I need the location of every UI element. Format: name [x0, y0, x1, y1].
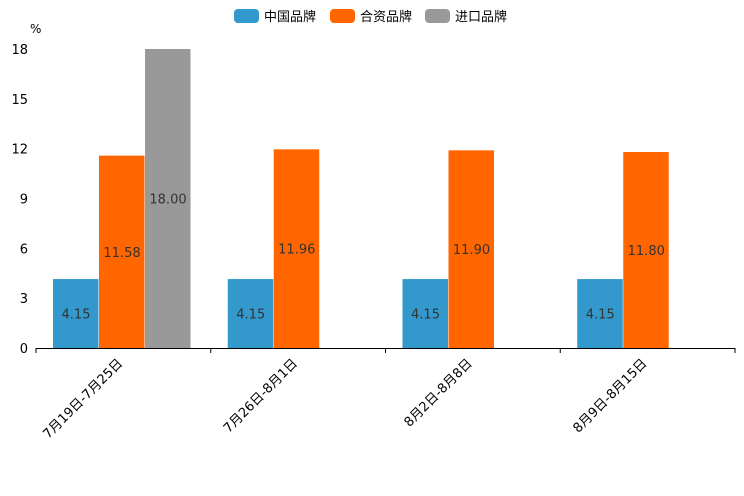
y-tick-label-0: 0	[20, 342, 28, 357]
y-tick-label-2: 6	[20, 242, 28, 257]
bar-value-label-s1-c1: 4.15	[62, 308, 91, 323]
y-tick-label-1: 3	[20, 292, 28, 307]
legend-swatch-2	[330, 9, 355, 23]
legend-swatch-3	[425, 9, 450, 23]
legend-label-3: 进口品牌	[455, 9, 507, 25]
bar-value-label-s2-c4: 11.80	[628, 244, 665, 259]
y-tick-label-3: 9	[20, 193, 28, 208]
x-tick-label-1: 7月19日-7月25日	[40, 356, 126, 442]
bar-s2-c2	[273, 149, 320, 348]
bar-s1-c1	[53, 279, 99, 348]
bar-value-label-s2-c1: 11.58	[103, 246, 140, 261]
legend-label-1: 中国品牌	[264, 9, 316, 25]
x-tick-label-4: 8月9日-8月15日	[571, 356, 651, 436]
bar-value-label-s2-c2: 11.96	[278, 243, 315, 258]
legend-swatch-1	[234, 9, 259, 23]
bar-s2-c1	[99, 155, 145, 348]
legend: 中国品牌 合资品牌 进口品牌	[234, 9, 507, 25]
y-axis-unit-label: %	[30, 22, 41, 36]
x-axis: 7月19日-7月25日 7月26日-8月1日 8月2日-8月8日 8月9日-8月15日	[35, 348, 736, 442]
bar-value-label-s1-c3: 4.15	[411, 308, 440, 323]
bar-s3-c1	[145, 49, 191, 348]
bar-value-label-s3-c1: 18.00	[149, 193, 186, 208]
bars	[53, 49, 669, 348]
bar-value-label-s2-c3: 11.90	[453, 243, 490, 258]
legend-label-2: 合资品牌	[360, 9, 412, 25]
y-axis: 0 3 6 9 12 15 18	[11, 43, 28, 357]
x-tick-label-2: 7月26日-8月1日	[221, 356, 301, 436]
bar-s2-c4	[623, 151, 669, 348]
bar-s2-c3	[448, 150, 494, 348]
y-tick-label-4: 12	[11, 143, 28, 158]
bar-s1-c3	[402, 279, 448, 348]
y-tick-label-5: 15	[11, 93, 28, 108]
x-tick-label-3: 8月2日-8月8日	[402, 356, 476, 430]
y-tick-label-6: 18	[11, 43, 28, 58]
bar-s1-c2	[227, 279, 274, 348]
bar-value-label-s1-c4: 4.15	[586, 308, 615, 323]
bar-s1-c4	[577, 279, 623, 348]
bar-labels: 4.15 11.58 18.00 4.15 11.96 4.15 11.90 4.15 11.8…	[62, 193, 665, 323]
bar-value-label-s1-c2: 4.15	[236, 308, 265, 323]
